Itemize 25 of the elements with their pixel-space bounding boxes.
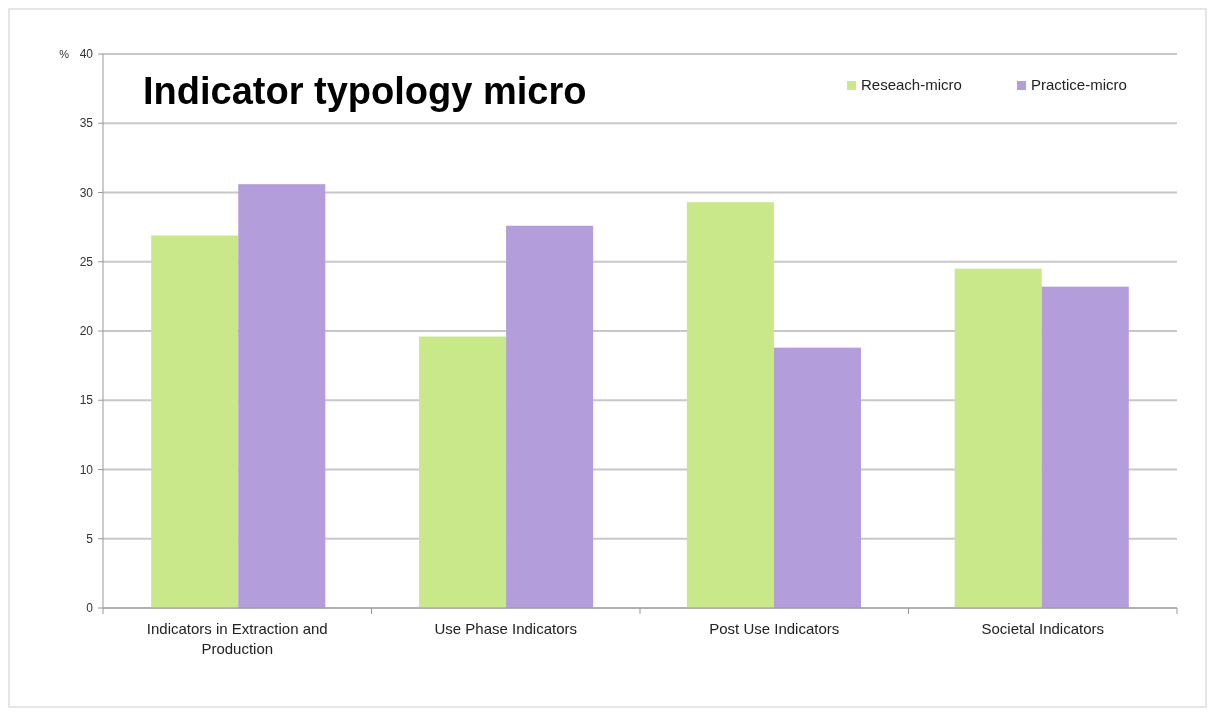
bar (151, 235, 239, 608)
chart-title: Indicator typology micro (143, 70, 587, 112)
x-tick-label: Use Phase Indicators (434, 620, 578, 637)
y-tick-label: 35 (79, 116, 94, 131)
y-tick-label: 25 (79, 254, 94, 269)
y-tick-label: 15 (79, 393, 94, 408)
bar (506, 225, 594, 608)
bar (238, 184, 326, 608)
x-tick-label: Societal Indicators (981, 620, 1105, 637)
y-tick-label: 10 (79, 462, 94, 477)
y-tick-label: 0 (86, 601, 94, 616)
x-tick-label: Indicators in Extraction and Production (146, 620, 328, 657)
bar (1041, 286, 1129, 608)
y-axis-title: % (59, 47, 70, 60)
legend-label: Reseach-micro (861, 76, 962, 93)
x-tick-label: Post Use Indicators (709, 620, 840, 637)
bar (686, 202, 774, 608)
y-tick-label: 5 (86, 531, 94, 546)
bar (773, 347, 861, 608)
bar (954, 268, 1042, 608)
y-tick-label: 30 (79, 185, 94, 200)
y-tick-label: 20 (79, 324, 94, 339)
legend-label: Practice-micro (1031, 76, 1127, 93)
bar (419, 336, 507, 608)
y-tick-label: 40 (79, 47, 94, 62)
